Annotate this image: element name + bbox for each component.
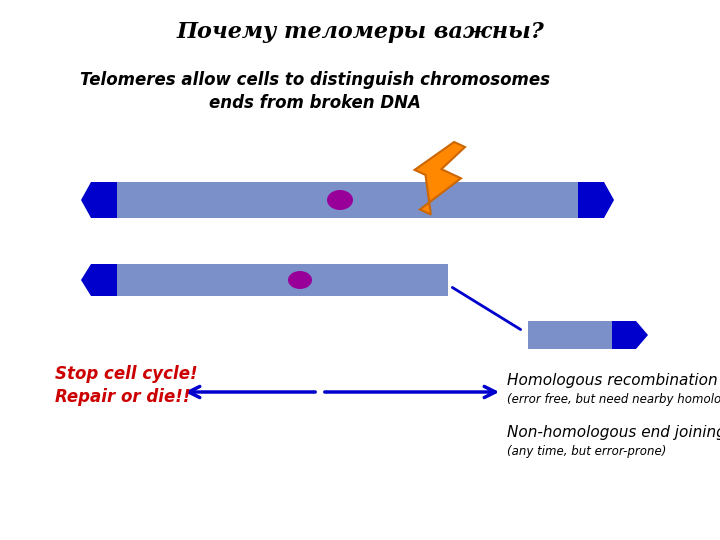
Text: Homologous recombination: Homologous recombination [507,373,718,388]
Bar [91,182,117,218]
Bar [91,264,117,296]
Text: (any time, but error-prone): (any time, but error-prone) [507,446,667,458]
Bar [115,182,580,218]
Ellipse shape [327,190,353,210]
Polygon shape [81,182,91,218]
Bar [528,321,614,349]
Bar [612,321,636,349]
Ellipse shape [288,271,312,289]
Text: Stop cell cycle!: Stop cell cycle! [55,365,197,383]
Text: Почему теломеры важны?: Почему теломеры важны? [176,21,544,43]
Bar [578,182,604,218]
Polygon shape [604,182,614,218]
Polygon shape [81,264,91,296]
Bar [115,264,448,296]
Text: Non-homologous end joining: Non-homologous end joining [507,424,720,440]
Text: ends from broken DNA: ends from broken DNA [209,94,421,112]
Polygon shape [415,142,465,214]
Text: Repair or die!!: Repair or die!! [55,388,191,406]
Text: Telomeres allow cells to distinguish chromosomes: Telomeres allow cells to distinguish chr… [80,71,550,89]
Text: (error free, but need nearby homologue): (error free, but need nearby homologue) [507,394,720,407]
Polygon shape [636,321,648,349]
